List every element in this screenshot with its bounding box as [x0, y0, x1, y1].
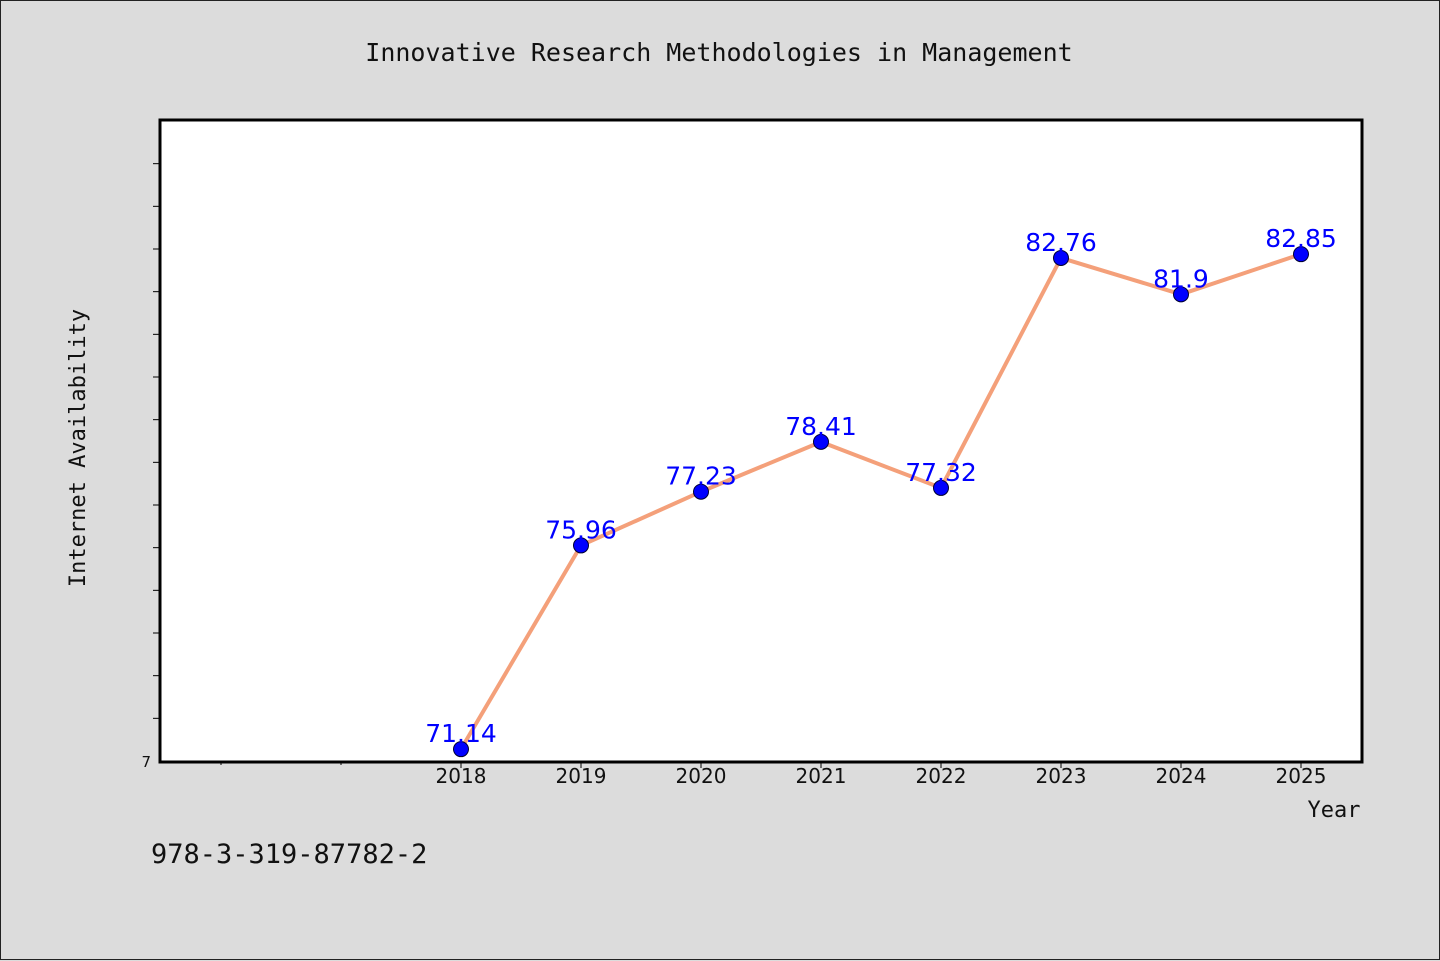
x-tick-label: 2025: [1276, 764, 1327, 788]
plot-area: [158, 118, 1364, 764]
x-axis-label: Year: [1308, 798, 1361, 823]
x-tick-label: 2024: [1156, 764, 1207, 788]
x-tick-label: 2022: [916, 764, 967, 788]
data-point: [1053, 249, 1069, 266]
x-tick-label: 2023: [1036, 764, 1087, 788]
x-axis-ticks: 2018 2019 2020 2021 2022 2023 2024 2025: [220, 761, 1327, 788]
data-labels-group: 71.14 75.96 77.23 78.41 77.32 82.76 81.9 82.85: [425, 224, 1337, 748]
x-tick-label: 2020: [676, 764, 727, 788]
data-point: [1173, 286, 1189, 303]
data-label: 82.76: [1025, 228, 1097, 257]
y-tick-label: 7: [141, 753, 151, 771]
data-label: 78.41: [785, 412, 857, 441]
series-line-group: [459, 252, 1302, 751]
data-label: 77.32: [905, 458, 977, 487]
x-tick-label: 2021: [796, 764, 847, 788]
series-line: [459, 252, 1302, 751]
data-point: [453, 741, 469, 758]
chart-title: Innovative Research Methodologies in Man…: [365, 38, 1072, 67]
y-axis-ticks: 7: [141, 163, 161, 771]
data-label: 82.85: [1265, 224, 1337, 253]
data-label: 75.96: [545, 515, 617, 544]
data-point: [933, 479, 949, 496]
data-label: 77.23: [665, 462, 737, 491]
y-axis-label: Internet Availability: [66, 309, 91, 587]
data-point: [573, 537, 589, 554]
data-point: [1293, 246, 1309, 263]
data-label: 71.14: [425, 719, 497, 748]
data-point: [813, 433, 829, 450]
data-point: [693, 483, 709, 500]
footnote-isbn: 978-3-319-87782-2: [151, 839, 427, 870]
data-label: 81.9: [1153, 264, 1209, 293]
x-tick-label: 2018: [436, 764, 487, 788]
data-points-group: [453, 246, 1309, 758]
x-tick-label: 2019: [556, 764, 607, 788]
